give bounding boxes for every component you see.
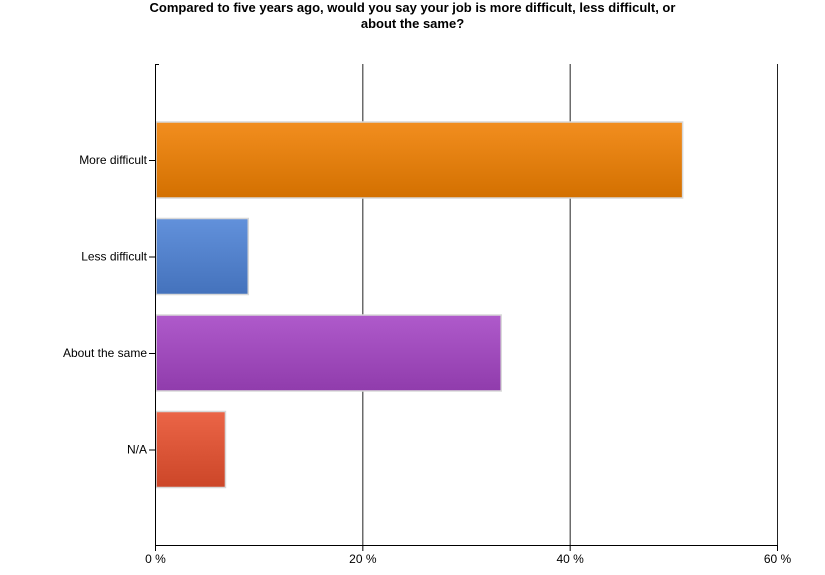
bar xyxy=(155,121,684,199)
x-tick-label: 60 % xyxy=(764,552,792,566)
x-tick-label: 0 % xyxy=(145,552,166,566)
chart-title-line-2: about the same? xyxy=(360,16,465,31)
axes: 0 % 20 % 40 % 60 % More difficult Less diffic… xyxy=(63,64,792,566)
y-tick-label: About the same xyxy=(63,346,147,360)
x-tick-label: 40 % xyxy=(556,552,584,566)
bars xyxy=(155,121,684,489)
bar xyxy=(155,314,502,392)
bar xyxy=(155,410,227,489)
bar xyxy=(155,217,250,296)
y-tick-label: Less difficult xyxy=(81,250,147,264)
chart-title: Compared to five years ago, would you sa… xyxy=(0,0,825,32)
chart-title-line-1: Compared to five years ago, would you sa… xyxy=(149,0,676,15)
x-tick-label: 20 % xyxy=(349,552,377,566)
y-tick-label: More difficult xyxy=(79,153,147,167)
y-tick-label: N/A xyxy=(127,443,147,457)
